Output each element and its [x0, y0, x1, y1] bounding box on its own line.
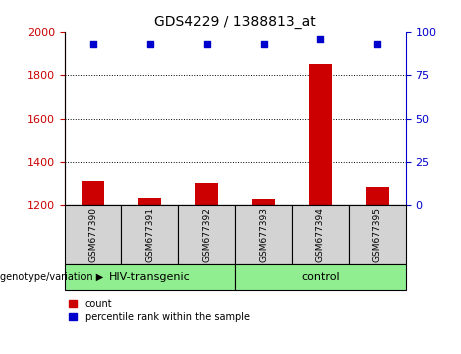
Text: HIV-transgenic: HIV-transgenic	[109, 272, 191, 282]
FancyBboxPatch shape	[178, 205, 235, 264]
Bar	[309, 64, 332, 205]
FancyBboxPatch shape	[235, 264, 406, 290]
Text: GSM677394: GSM677394	[316, 207, 325, 262]
FancyBboxPatch shape	[235, 205, 292, 264]
Text: GSM677395: GSM677395	[373, 207, 382, 262]
Bar	[138, 198, 161, 205]
Point	[89, 41, 97, 47]
Point	[146, 41, 154, 47]
Bar	[366, 187, 389, 205]
Bar	[252, 199, 275, 205]
Bar	[195, 183, 218, 205]
Text: GSM677393: GSM677393	[259, 207, 268, 262]
Point	[317, 36, 324, 42]
FancyBboxPatch shape	[65, 205, 121, 264]
Text: GSM677392: GSM677392	[202, 207, 211, 262]
Text: genotype/variation ▶: genotype/variation ▶	[0, 272, 103, 282]
FancyBboxPatch shape	[121, 205, 178, 264]
FancyBboxPatch shape	[65, 264, 235, 290]
FancyBboxPatch shape	[349, 205, 406, 264]
Text: GSM677391: GSM677391	[145, 207, 154, 262]
Point	[203, 41, 210, 47]
Title: GDS4229 / 1388813_at: GDS4229 / 1388813_at	[154, 16, 316, 29]
Text: GSM677390: GSM677390	[89, 207, 97, 262]
Text: control: control	[301, 272, 340, 282]
Point	[373, 41, 381, 47]
Point	[260, 41, 267, 47]
FancyBboxPatch shape	[292, 205, 349, 264]
Legend: count, percentile rank within the sample: count, percentile rank within the sample	[70, 299, 250, 321]
Bar	[82, 182, 104, 205]
